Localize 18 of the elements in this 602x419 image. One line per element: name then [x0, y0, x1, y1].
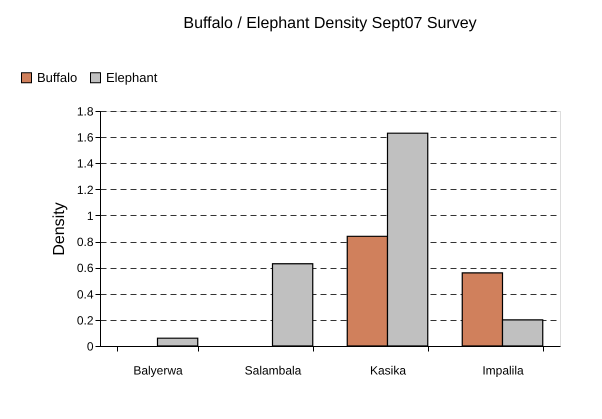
x-tick-label: Kasika [370, 364, 406, 378]
y-tick-label: 0.4 [76, 287, 94, 302]
x-tick-label: Salambala [244, 364, 302, 378]
x-tick-label: Balyerwa [133, 364, 183, 378]
legend-label: Buffalo [37, 70, 78, 85]
y-tick-label: 1.6 [76, 130, 94, 145]
y-tick-label: 0.6 [76, 261, 94, 276]
y-tick-label: 0 [86, 340, 94, 354]
chart-title: Buffalo / Elephant Density Sept07 Survey [183, 15, 477, 32]
y-tick-label: 1 [86, 208, 94, 223]
y-tick-label: 0.8 [76, 235, 94, 250]
x-tick-label: Impalila [482, 364, 524, 378]
y-tick-label: 0.2 [76, 313, 94, 328]
y-axis-title: Density [50, 202, 68, 256]
y-tick-label: 1.4 [76, 156, 94, 171]
legend-label: Elephant [106, 70, 158, 85]
y-tick-label: 1.2 [76, 182, 94, 197]
y-tick-label: 1.8 [76, 104, 94, 118]
